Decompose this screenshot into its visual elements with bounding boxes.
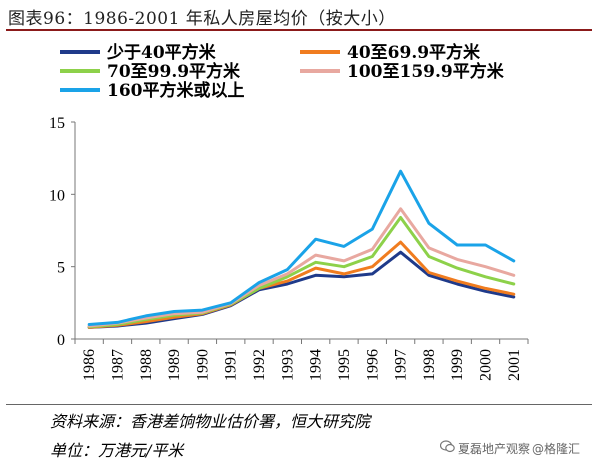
x-tick-label: 1991: [223, 349, 240, 381]
series-line: [87, 169, 516, 326]
unit-note: 单位：万港元/平米: [50, 441, 184, 460]
y-tick-label: 10: [49, 187, 65, 204]
footer-divider: [6, 404, 592, 405]
x-tick-label: 1986: [81, 349, 98, 381]
series-line: [87, 207, 516, 328]
y-tick-label: 0: [57, 332, 65, 349]
chart-axes: [71, 121, 529, 344]
x-tick-label: 1993: [279, 349, 296, 381]
x-tick-label: 1998: [421, 349, 438, 381]
series-line: [87, 240, 516, 329]
line-chart: 少于40平方米 40至69.9平方米 70至99.9平方米 100至159.9平方米 1…: [49, 42, 529, 381]
chart-legend: 少于40平方米 40至69.9平方米 70至99.9平方米 100至159.9平方米 1…: [60, 42, 505, 101]
x-tick-label: 1999: [449, 349, 466, 381]
legend-label: 160平方米或以上: [107, 80, 245, 101]
y-axis-tick-labels: 0 5 10 15: [49, 115, 65, 349]
x-tick-label: 2000: [478, 349, 495, 381]
y-tick-label: 15: [49, 115, 65, 132]
x-tick-label: 1989: [166, 349, 183, 381]
x-tick-label: 1995: [336, 349, 353, 381]
page-title: 图表96：1986-2001 年私人房屋均价（按大小）: [8, 9, 396, 29]
y-tick-label: 5: [57, 260, 65, 277]
legend-label: 40至69.9平方米: [347, 42, 481, 63]
x-tick-label: 1996: [364, 349, 381, 381]
x-tick-label: 1994: [308, 349, 325, 381]
legend-label: 100至159.9平方米: [347, 61, 505, 82]
legend-label: 70至99.9平方米: [107, 61, 241, 82]
chart-series: [87, 169, 516, 329]
watermark-site: @格隆汇: [532, 442, 581, 456]
source-note: 资料来源：香港差饷物业估价署，恒大研究院: [50, 412, 371, 431]
x-tick-label: 1992: [251, 349, 268, 381]
x-tick-label: 1987: [109, 349, 126, 381]
series-line: [87, 216, 516, 329]
x-tick-label: 2001: [506, 349, 523, 381]
legend-label: 少于40平方米: [106, 42, 217, 63]
x-tick-label: 1990: [194, 349, 211, 381]
x-axis-tick-labels: 1986 1987 1988 1989 1990 1991 1992 1993 1994 1995…: [81, 349, 523, 381]
title-divider: [6, 29, 592, 31]
x-tick-label: 1988: [138, 349, 155, 381]
wechat-icon: [440, 440, 455, 453]
header-bar: 图表96：1986-2001 年私人房屋均价（按大小）: [0, 0, 598, 30]
x-tick-label: 1997: [393, 349, 410, 381]
watermark-account: 夏磊地产观察: [458, 442, 531, 456]
